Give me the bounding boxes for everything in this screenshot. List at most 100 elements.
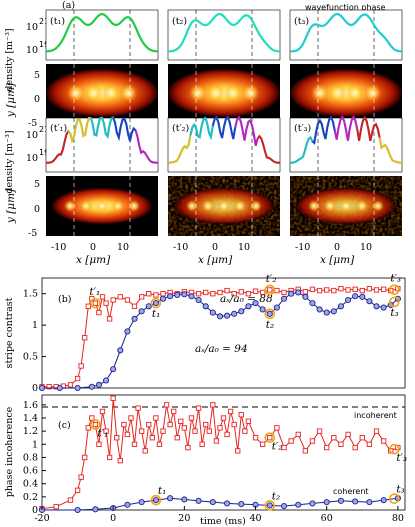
data-point xyxy=(117,294,123,300)
data-point xyxy=(203,421,209,428)
data-point xyxy=(302,293,309,300)
data-point xyxy=(252,435,259,441)
density-spot xyxy=(308,200,320,212)
data-point xyxy=(366,441,373,447)
tick-label: 10 xyxy=(26,45,38,56)
density-spot xyxy=(218,200,230,212)
data-point xyxy=(110,297,116,303)
density-spot xyxy=(112,200,124,212)
data-point xyxy=(231,291,237,297)
data-point xyxy=(217,289,223,296)
data-point xyxy=(366,499,373,506)
data-point xyxy=(280,503,288,510)
data-point xyxy=(82,454,88,461)
data-point xyxy=(146,291,152,297)
data-point xyxy=(281,444,287,451)
data-point xyxy=(195,296,202,304)
density-curve-segment xyxy=(167,135,192,164)
data-point xyxy=(302,289,309,295)
data-point xyxy=(38,384,46,392)
image-y-ticks-bottom: 5 0 -5 xyxy=(28,179,40,239)
time-marker-label: t′₂ xyxy=(266,273,277,285)
x-axis-label-1: x [μm] xyxy=(76,254,111,266)
panel-b-label: (b) xyxy=(58,294,72,305)
density-plot-tp2: (t′₂) xyxy=(167,115,281,173)
density-spot xyxy=(64,200,76,212)
data-point xyxy=(209,309,216,316)
data-point xyxy=(56,384,63,392)
data-point xyxy=(359,435,365,441)
y-tick-label: 1 xyxy=(32,320,38,331)
data-point xyxy=(373,428,380,434)
data-point xyxy=(138,428,145,434)
density-plot-t2: (t₂) xyxy=(167,9,281,61)
subpanel-grid: (t₁) (t′₁) (t₂) (t′₂) (t₃) (t′₃) xyxy=(45,9,403,236)
data-point xyxy=(238,412,244,418)
density-image-tp3 xyxy=(290,176,402,236)
data-point xyxy=(195,405,202,411)
data-point xyxy=(373,303,380,310)
data-point xyxy=(163,402,170,408)
data-point xyxy=(352,498,359,505)
data-point xyxy=(373,287,380,293)
data-point xyxy=(95,381,102,388)
density-curve-segment xyxy=(356,115,381,142)
x-axis-label-2: x [μm] xyxy=(198,254,233,266)
data-point xyxy=(114,435,120,441)
data-point xyxy=(74,384,81,392)
tick-label: 10 xyxy=(26,130,38,141)
panel-a: (a) wavefunction phase −π 0 π density [m… xyxy=(4,0,403,266)
density-image-t2 xyxy=(168,64,280,122)
data-point xyxy=(124,431,131,438)
density-spot xyxy=(363,84,382,102)
data-point xyxy=(53,504,59,510)
data-point xyxy=(224,500,231,507)
data-point xyxy=(142,448,148,454)
data-point xyxy=(156,441,163,447)
phase-legend-title: wavefunction phase xyxy=(305,3,386,12)
time-marker-label: t′₂ xyxy=(272,441,283,453)
data-point xyxy=(181,496,188,503)
x-tick-label: 0 xyxy=(110,513,116,524)
density-curve-segment xyxy=(256,134,281,164)
y-tick-label: 0.2 xyxy=(23,492,38,503)
y-tick-label: 0.4 xyxy=(23,479,38,490)
data-point xyxy=(266,502,273,509)
data-point xyxy=(380,438,387,444)
y-axis-label-top: y [μm] xyxy=(5,82,17,118)
data-point xyxy=(185,444,191,451)
data-point xyxy=(309,286,316,292)
data-point xyxy=(110,395,116,401)
time-marker-label: t₂ xyxy=(266,319,274,331)
density-spot xyxy=(206,84,225,102)
density-spot xyxy=(324,200,336,212)
time-marker-ring xyxy=(389,284,400,295)
panel-a-label: (a) xyxy=(62,0,75,11)
density-ticks-bottom: 10 21 10 19 xyxy=(26,125,49,164)
data-point xyxy=(352,286,358,292)
density-ticks-top: 10 21 10 19 xyxy=(26,17,49,56)
density-spot xyxy=(311,84,329,102)
x-tick-label: 80 xyxy=(392,513,404,524)
data-point xyxy=(174,291,181,299)
y-tick-label: 1.4 xyxy=(23,413,38,424)
data-point xyxy=(210,291,216,297)
data-point xyxy=(259,289,266,296)
y-tick-label: 0.6 xyxy=(23,466,38,477)
data-point xyxy=(366,286,373,292)
density-image-t3 xyxy=(290,64,402,122)
data-point xyxy=(213,438,220,444)
panel-c-y-ticks: 0 0.2 0.4 0.6 0.8 1 1.2 1.4 1.6 xyxy=(23,400,46,516)
subpanel-label: (t′₃) xyxy=(294,123,311,134)
density-spot xyxy=(186,200,198,212)
data-point xyxy=(85,425,91,431)
data-point xyxy=(103,377,110,384)
tick-label: 0 xyxy=(90,242,96,253)
tick-label: 10 xyxy=(117,242,129,253)
time-marker-ring xyxy=(90,419,101,430)
data-point xyxy=(331,287,337,294)
data-point xyxy=(202,303,209,310)
data-point xyxy=(220,415,227,421)
data-point xyxy=(295,431,301,438)
data-point xyxy=(324,287,330,293)
